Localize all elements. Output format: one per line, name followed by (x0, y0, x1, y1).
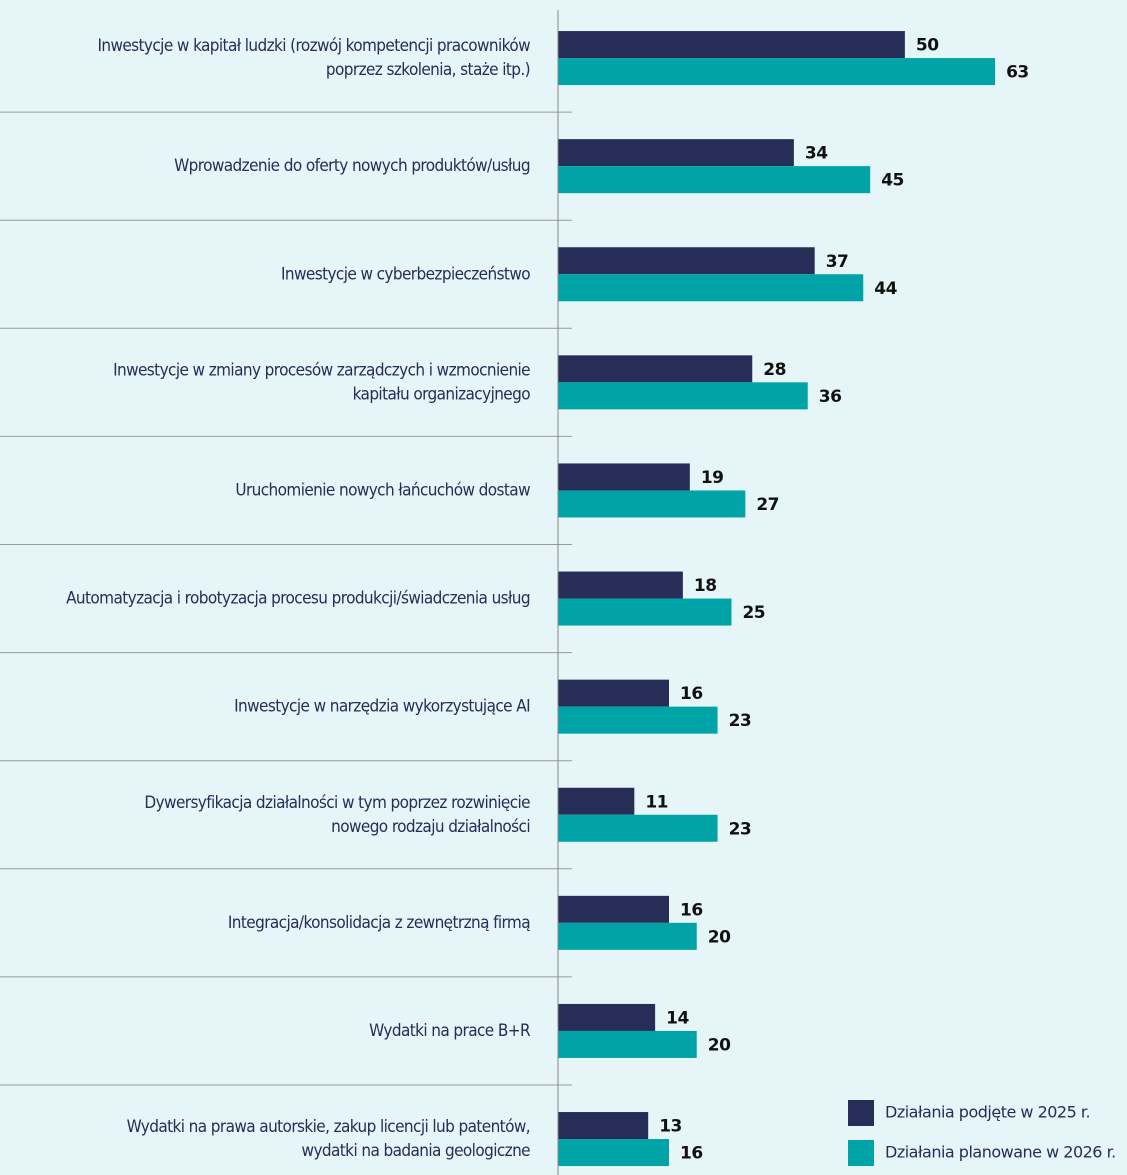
value-label: 23 (729, 819, 752, 839)
value-label: 13 (659, 1117, 682, 1137)
category-label: Inwestycje w kapitał ludzki (rozwój komp… (97, 36, 530, 56)
bar (558, 679, 669, 707)
category-label: nowego rodzaju działalności (331, 817, 530, 837)
category-label: Uruchomienie nowych łańcuchów dostaw (235, 480, 530, 500)
bar (558, 706, 718, 734)
value-label: 11 (645, 792, 668, 812)
bar (558, 1139, 669, 1167)
value-label: 28 (763, 360, 786, 380)
bar (558, 787, 635, 815)
bar (558, 247, 815, 275)
category-label: kapitału organizacyjnego (353, 384, 531, 404)
bar (558, 895, 669, 923)
value-label: 18 (694, 576, 717, 596)
category-label: poprzez szkolenia, staże itp.) (326, 60, 530, 80)
value-label: 50 (916, 36, 939, 56)
bar (558, 814, 718, 842)
bar (558, 922, 697, 950)
category-label: Wydatki na prawa autorskie, zakup licenc… (127, 1117, 530, 1137)
value-label: 37 (826, 252, 849, 272)
value-label: 25 (742, 603, 765, 623)
category-label: wydatki na badania geologiczne (302, 1141, 531, 1161)
legend-swatch (848, 1140, 874, 1166)
bar (558, 58, 996, 86)
legend-swatch (848, 1100, 874, 1126)
bar (558, 490, 746, 518)
category-label: Automatyzacja i robotyzacja procesu prod… (66, 589, 530, 609)
value-label: 44 (874, 279, 897, 299)
value-label: 63 (1006, 63, 1029, 83)
category-label: Dywersyfikacja działalności w tym poprze… (144, 793, 530, 813)
category-label: Inwestycje w cyberbezpieczeństwo (281, 264, 530, 284)
value-label: 16 (680, 684, 703, 704)
bar (558, 382, 808, 410)
value-label: 45 (881, 171, 904, 191)
category-label: Inwestycje w narzędzia wykorzystujące AI (234, 697, 530, 717)
bar (558, 1112, 649, 1140)
value-label: 34 (805, 144, 828, 164)
bar (558, 571, 683, 599)
category-label: Wprowadzenie do oferty nowych produktów/… (174, 156, 530, 176)
bar (558, 355, 753, 383)
bar (558, 31, 905, 59)
bar (558, 166, 871, 194)
bar (558, 1030, 697, 1058)
value-label: 20 (708, 1035, 731, 1055)
value-label: 16 (680, 1144, 703, 1164)
legend-label: Działania podjęte w 2025 r. (885, 1103, 1090, 1122)
category-label: Inwestycje w zmiany procesów zarządczych… (113, 360, 530, 380)
value-label: 36 (819, 387, 842, 407)
value-label: 14 (666, 1008, 689, 1028)
category-label: Wydatki na prace B+R (369, 1021, 531, 1041)
bar (558, 598, 732, 626)
bar (558, 1003, 656, 1031)
value-label: 16 (680, 900, 703, 920)
value-label: 20 (708, 927, 731, 947)
value-label: 19 (701, 468, 724, 488)
value-label: 23 (729, 711, 752, 731)
legend-label: Działania planowane w 2026 r. (885, 1143, 1116, 1162)
bar (558, 463, 690, 491)
bar (558, 139, 794, 167)
category-label: Integracja/konsolidacja z zewnętrzną fir… (228, 913, 530, 933)
bar (558, 274, 864, 302)
value-label: 27 (756, 495, 779, 515)
